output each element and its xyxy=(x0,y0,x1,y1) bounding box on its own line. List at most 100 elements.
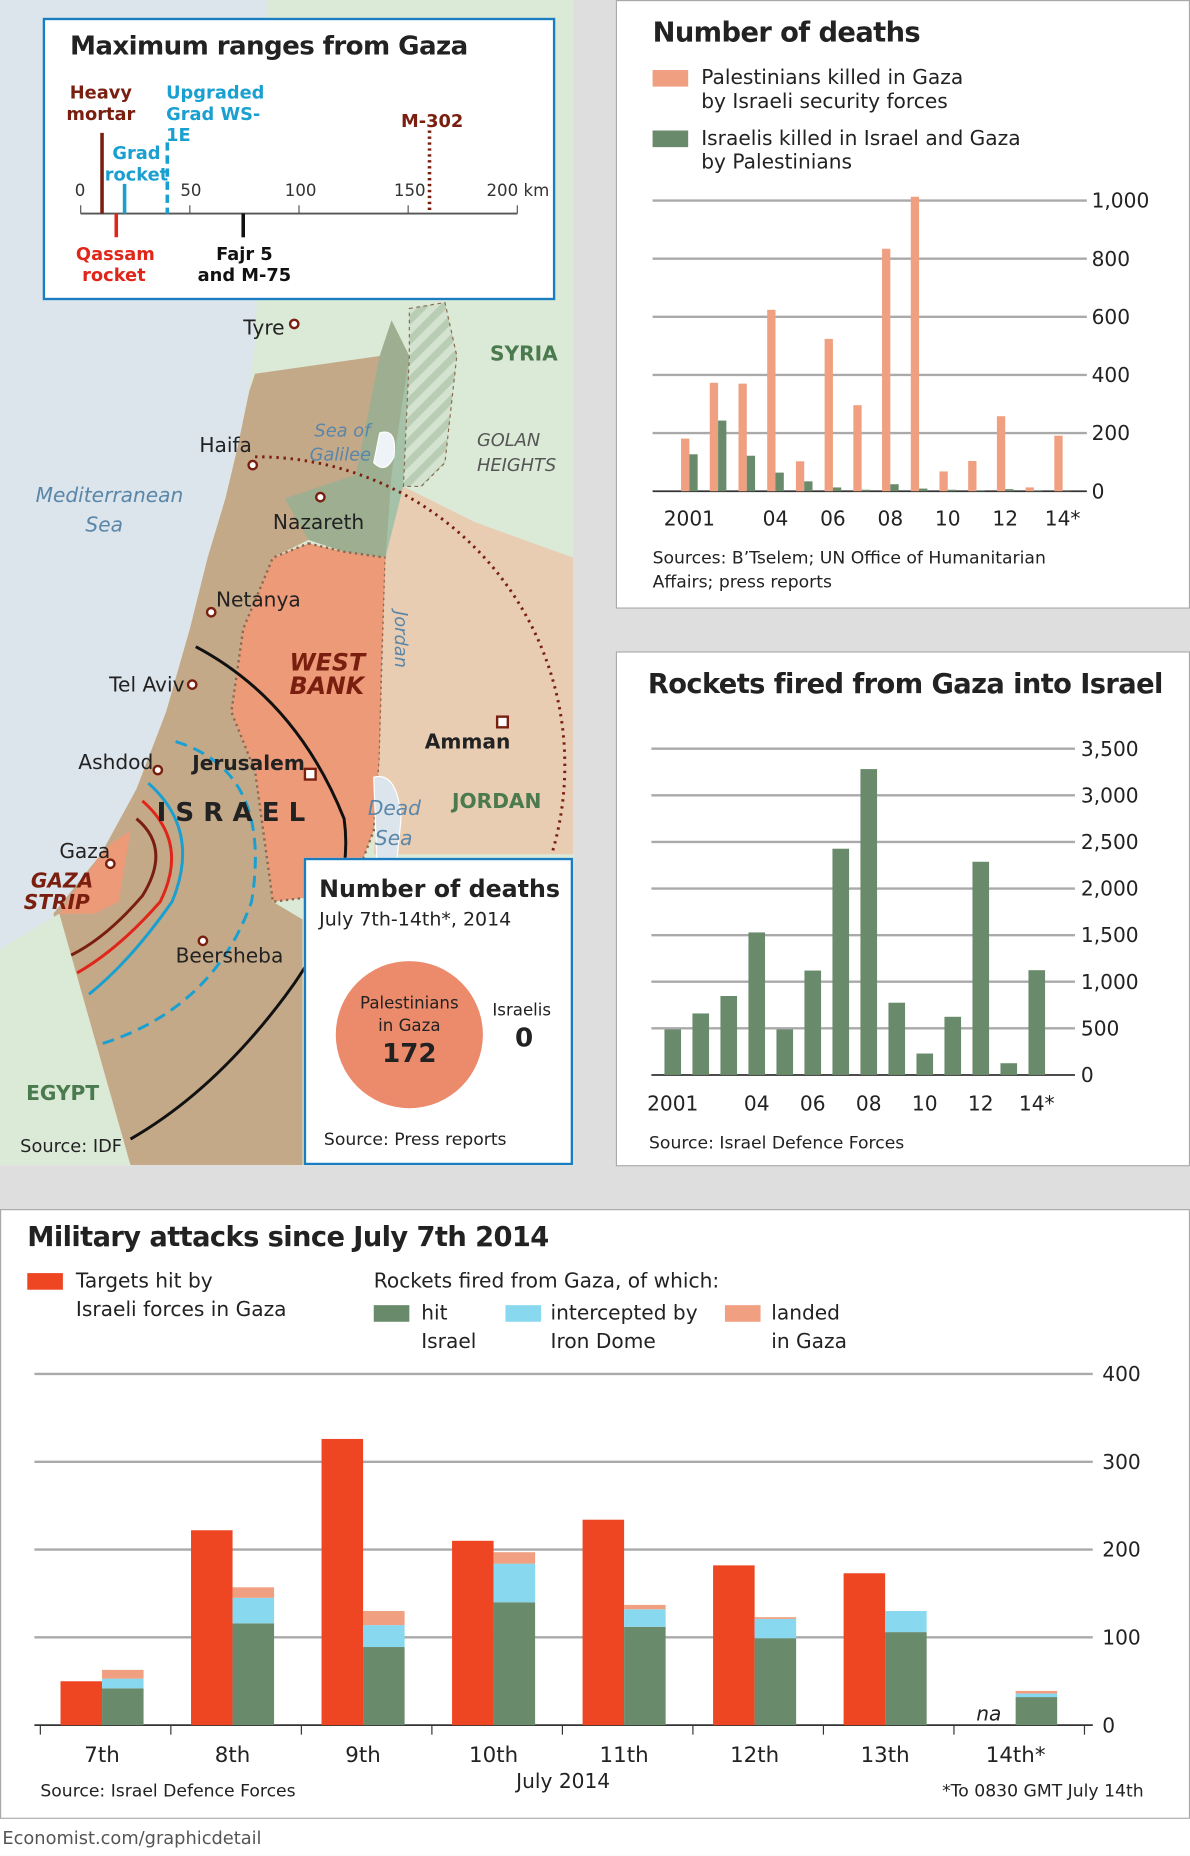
label-jerusalem: Jerusalem xyxy=(190,751,305,775)
y-tick-label: 1,500 xyxy=(1081,923,1139,947)
bar-palestinians xyxy=(795,461,805,492)
bar-intercepted xyxy=(363,1625,405,1648)
bar-targets xyxy=(713,1565,755,1726)
bar-intercepted xyxy=(102,1678,144,1689)
bar-palestinians xyxy=(709,382,719,492)
scale-tick-0: 0 xyxy=(75,181,86,200)
bar-targets xyxy=(60,1681,103,1726)
bar-israelis xyxy=(1005,489,1014,492)
bar-palestinians xyxy=(882,248,891,492)
deaths-source: Sources: B’Tselem; UN Office of Humanita… xyxy=(652,549,1046,569)
label-west-bank-2: BANK xyxy=(290,672,366,700)
attacks-source: Source: Israel Defence Forces xyxy=(40,1782,296,1802)
golan-heights xyxy=(402,301,458,488)
bar-rockets xyxy=(888,1002,906,1075)
bar-hit xyxy=(493,1602,536,1726)
x-tick-label: 10th xyxy=(469,1743,518,1768)
bar-israelis xyxy=(947,489,957,492)
bar-targets xyxy=(321,1438,364,1726)
egypt-area xyxy=(0,913,131,1166)
x-tick-label: 14th* xyxy=(986,1743,1046,1768)
bar-palestinians xyxy=(767,309,776,492)
bar-targets xyxy=(191,1530,233,1726)
bar-palestinians xyxy=(939,471,948,492)
bar-landed xyxy=(1015,1690,1058,1694)
deaths-source-2: Affairs; press reports xyxy=(652,573,832,593)
legend-rockets-heading: Rockets fired from Gaza, of which: xyxy=(373,1269,720,1294)
legend-intercepted: intercepted by xyxy=(550,1301,698,1326)
y-tick-label: 300 xyxy=(1102,1450,1140,1474)
legend-targets: Targets hit by xyxy=(75,1269,213,1294)
legend-landed-2: in Gaza xyxy=(771,1330,847,1354)
bar-hit xyxy=(885,1632,927,1726)
y-tick-label: 3,500 xyxy=(1081,737,1139,761)
x-tick-label: 06 xyxy=(820,507,846,531)
label-m302: M-302 xyxy=(401,110,464,132)
label-gaza-strip: GAZA xyxy=(31,869,93,893)
label-syria: SYRIA xyxy=(490,342,558,366)
x-tick-label: 14* xyxy=(1045,507,1081,531)
label-netanya: Netanya xyxy=(216,587,301,611)
label-gaza-strip-2: STRIP xyxy=(24,890,90,914)
bar-hit xyxy=(363,1647,405,1726)
bar-intercepted xyxy=(493,1563,536,1603)
bar-israelis xyxy=(861,489,870,492)
bar-landed xyxy=(493,1552,536,1564)
x-tick-label: 14* xyxy=(1019,1092,1055,1116)
bar-hit xyxy=(624,1626,666,1726)
y-tick-label: 0 xyxy=(1092,479,1105,503)
bar-rockets xyxy=(664,1029,682,1075)
sea-of-galilee xyxy=(373,431,396,469)
legend-swatch-hit xyxy=(373,1305,410,1322)
label-jordan: JORDAN xyxy=(450,789,541,813)
legend-israelis: Israelis killed in Israel and Gaza xyxy=(701,126,1021,151)
bar-rockets xyxy=(692,1013,710,1075)
scale-tick-150: 150 xyxy=(394,181,426,200)
legend-israelis-2: by Palestinians xyxy=(701,150,853,175)
legend-swatch-palestinians xyxy=(652,70,689,87)
m302-range-arc xyxy=(255,455,567,855)
rockets-source: Source: Israel Defence Forces xyxy=(649,1134,905,1154)
y-tick-label: 800 xyxy=(1092,247,1130,271)
bar-rockets xyxy=(832,848,850,1075)
legend-swatch-intercepted xyxy=(505,1305,542,1322)
bar-rockets xyxy=(1028,970,1046,1075)
bar-hit xyxy=(754,1638,797,1726)
bar-landed xyxy=(624,1604,666,1610)
deaths-chart-panel: Number of deaths Palestinians killed in … xyxy=(615,0,1190,609)
bar-palestinians xyxy=(824,338,833,492)
x-tick-label: 04 xyxy=(763,507,789,531)
scale-tick-50: 50 xyxy=(180,181,201,200)
label-heavy-mortar: Heavy mortar xyxy=(66,81,136,125)
label-ashdod: Ashdod xyxy=(78,750,153,774)
palestinians-circle: Palestinians in Gaza 172 xyxy=(335,961,483,1109)
bar-rockets xyxy=(860,769,878,1075)
bar-palestinians xyxy=(968,460,977,492)
ws1e-range-arc xyxy=(100,740,257,1046)
label-dead-sea-2: Sea xyxy=(375,826,413,850)
bar-intercepted xyxy=(885,1611,927,1633)
x-tick-label: 10 xyxy=(912,1092,938,1116)
bar-israelis xyxy=(718,420,727,492)
footer-link[interactable]: Economist.com/graphicdetail xyxy=(2,1827,262,1849)
label-beersheba: Beersheba xyxy=(176,943,284,967)
bar-palestinians xyxy=(853,405,862,492)
label-gaza: Gaza xyxy=(59,839,110,863)
bar-palestinians xyxy=(1054,435,1063,492)
label-dead-sea: Dead xyxy=(368,796,421,820)
attacks-chart-panel: Military attacks since July 7th 2014 Tar… xyxy=(0,1209,1190,1819)
bar-palestinians xyxy=(738,383,747,492)
y-tick-label: 400 xyxy=(1092,363,1130,387)
label-nazareth: Nazareth xyxy=(273,510,364,534)
bar-intercepted xyxy=(232,1597,275,1624)
deaths-inset-subtitle: July 7th-14th*, 2014 xyxy=(319,907,512,931)
label-tyre: Tyre xyxy=(242,316,284,340)
qassam-range-arc xyxy=(76,799,174,975)
y-tick-label: 3,000 xyxy=(1081,783,1139,807)
bar-targets xyxy=(452,1540,494,1726)
legend-targets-2: Israeli forces in Gaza xyxy=(75,1298,287,1322)
y-tick-label: 200 xyxy=(1092,421,1130,445)
label-jordan-river: Jordan xyxy=(390,608,411,668)
rockets-chart: 3,500 3,000 2,500 2,000 1,500 1,000 500 0 2001 04… xyxy=(647,737,1139,1116)
